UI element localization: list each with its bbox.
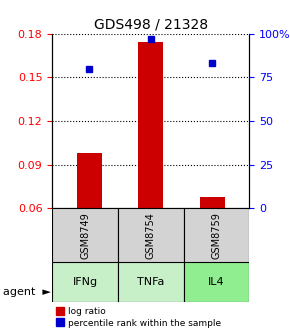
Bar	[77, 153, 102, 208]
FancyBboxPatch shape	[184, 262, 249, 302]
Text: GSM8759: GSM8759	[211, 212, 222, 259]
Text: agent  ►: agent ►	[3, 287, 51, 297]
Title: GDS498 / 21328: GDS498 / 21328	[94, 17, 208, 31]
Text: TNFa: TNFa	[137, 277, 164, 287]
Text: GSM8754: GSM8754	[146, 212, 156, 259]
FancyBboxPatch shape	[52, 262, 118, 302]
Legend: log ratio, percentile rank within the sample: log ratio, percentile rank within the sa…	[57, 307, 221, 328]
Text: IFNg: IFNg	[72, 277, 98, 287]
FancyBboxPatch shape	[184, 208, 249, 262]
FancyBboxPatch shape	[118, 208, 184, 262]
FancyBboxPatch shape	[118, 262, 184, 302]
Text: IL4: IL4	[208, 277, 225, 287]
Bar	[139, 42, 163, 208]
Text: GSM8749: GSM8749	[80, 212, 90, 259]
FancyBboxPatch shape	[52, 208, 118, 262]
Bar	[200, 197, 225, 208]
